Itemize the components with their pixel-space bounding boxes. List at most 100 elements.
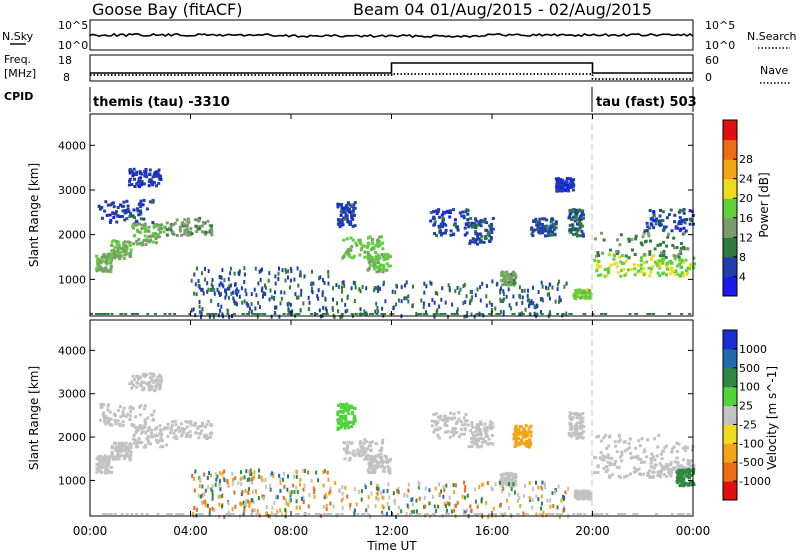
heatmap-cell — [530, 226, 534, 230]
colorbar-tick-label: 4 — [739, 270, 746, 283]
heatmap-cell — [139, 230, 142, 234]
heatmap-speckle-cell — [556, 282, 559, 287]
heatmap-cell — [608, 435, 611, 439]
heatmap-cell — [254, 313, 258, 315]
heatmap-speckle-cell — [456, 285, 459, 290]
heatmap-speckle-cell — [465, 294, 468, 299]
heatmap-cell — [157, 228, 161, 231]
heatmap-speckle-cell — [499, 297, 502, 302]
heatmap-cell — [457, 411, 461, 415]
heatmap-cell — [241, 313, 245, 315]
heatmap-cell — [679, 479, 682, 483]
heatmap-speckle-cell — [411, 502, 414, 507]
heatmap-cell — [149, 413, 153, 417]
heatmap-speckle-cell — [424, 504, 427, 509]
heatmap-cell — [602, 458, 606, 462]
heatmap-cell — [120, 250, 124, 254]
heatmap-cell — [581, 412, 585, 416]
heatmap-cell — [113, 418, 117, 422]
heatmap-cell — [138, 170, 142, 174]
heatmap-cell — [314, 513, 318, 515]
heatmap-speckle-cell — [462, 284, 465, 289]
heatmap-cell — [106, 408, 110, 412]
heatmap-speckle-cell — [274, 290, 276, 295]
heatmap-cell — [535, 313, 539, 315]
heatmap-speckle-cell — [346, 294, 349, 299]
heatmap-cell — [648, 209, 652, 213]
heatmap-speckle-cell — [245, 292, 248, 297]
heatmap-cell — [348, 405, 352, 409]
heatmap-cell — [487, 437, 491, 441]
heatmap-cell — [142, 226, 146, 230]
heatmap-cell — [509, 277, 513, 281]
heatmap-speckle-cell — [206, 503, 209, 508]
heatmap-cell — [209, 423, 213, 427]
heatmap-cell — [490, 434, 494, 437]
heatmap-speckle-cell — [327, 270, 330, 274]
heatmap-speckle-cell — [422, 301, 425, 306]
heatmap-cell — [550, 233, 554, 237]
heatmap-cell — [338, 410, 342, 414]
heatmap-speckle-cell — [464, 510, 467, 515]
heatmap-speckle-cell — [260, 268, 263, 273]
heatmap-cell — [452, 223, 456, 227]
heatmap-cell — [587, 296, 591, 300]
heatmap-cell — [568, 416, 572, 420]
heatmap-speckle-cell — [464, 485, 467, 489]
heatmap-cell — [144, 243, 148, 247]
heatmap-cell — [568, 425, 572, 429]
heatmap-cell — [643, 252, 647, 256]
heatmap-speckle-cell — [279, 480, 282, 485]
heatmap-cell — [668, 260, 672, 264]
heatmap-cell — [534, 217, 538, 221]
heatmap-speckle-cell — [194, 282, 197, 287]
heatmap-cell — [567, 216, 571, 220]
heatmap-cell — [155, 184, 158, 188]
heatmap-cell — [232, 313, 236, 315]
heatmap-cell — [479, 219, 483, 222]
heatmap-cell — [582, 234, 585, 238]
heatmap-cell — [338, 219, 341, 223]
heatmap-cell — [154, 241, 158, 245]
heatmap-cell — [472, 224, 475, 228]
heatmap-cell — [645, 221, 649, 225]
heatmap-cell — [561, 178, 565, 182]
cpid-segment-1: themis (tau) -3310 — [93, 95, 230, 110]
heatmap-cell — [183, 228, 187, 232]
heatmap-cell — [258, 313, 262, 315]
heatmap-cell — [667, 213, 671, 217]
heatmap-cell — [505, 270, 509, 274]
heatmap-cell — [190, 423, 194, 427]
heatmap-cell — [686, 513, 690, 515]
heatmap-speckle-cell — [565, 311, 568, 316]
heatmap-cell — [459, 428, 463, 431]
heatmap-cell — [128, 179, 131, 183]
heatmap-speckle-cell — [474, 499, 477, 504]
heatmap-cell — [374, 255, 378, 259]
heatmap-cell — [661, 219, 665, 222]
cpid-segment-2: tau (fast) 503 — [596, 95, 697, 110]
heatmap-speckle-cell — [234, 504, 237, 509]
heatmap-cell — [176, 513, 180, 515]
heatmap-speckle-cell — [508, 505, 511, 510]
heatmap-speckle-cell — [218, 313, 220, 318]
heatmap-cell — [552, 228, 556, 232]
heatmap-cell — [614, 444, 618, 448]
heatmap-cell — [580, 229, 584, 233]
heatmap-cell — [106, 203, 110, 207]
heatmap-cell — [444, 231, 447, 235]
heatmap-speckle-cell — [540, 280, 543, 285]
heatmap-speckle-cell — [406, 503, 409, 508]
heatmap-cell — [680, 258, 684, 262]
heatmap-speckle-cell — [270, 314, 273, 319]
heatmap-cell — [678, 262, 682, 266]
heatmap-cell — [630, 238, 634, 241]
heatmap-speckle-cell — [202, 291, 205, 296]
heatmap-speckle-cell — [219, 471, 221, 476]
heatmap-cell — [612, 262, 616, 266]
heatmap-cell — [457, 417, 461, 421]
heatmap-speckle-cell — [466, 310, 469, 315]
heatmap-speckle-cell — [204, 503, 207, 508]
heatmap-cell — [185, 227, 189, 231]
heatmap-speckle-cell — [508, 492, 511, 497]
